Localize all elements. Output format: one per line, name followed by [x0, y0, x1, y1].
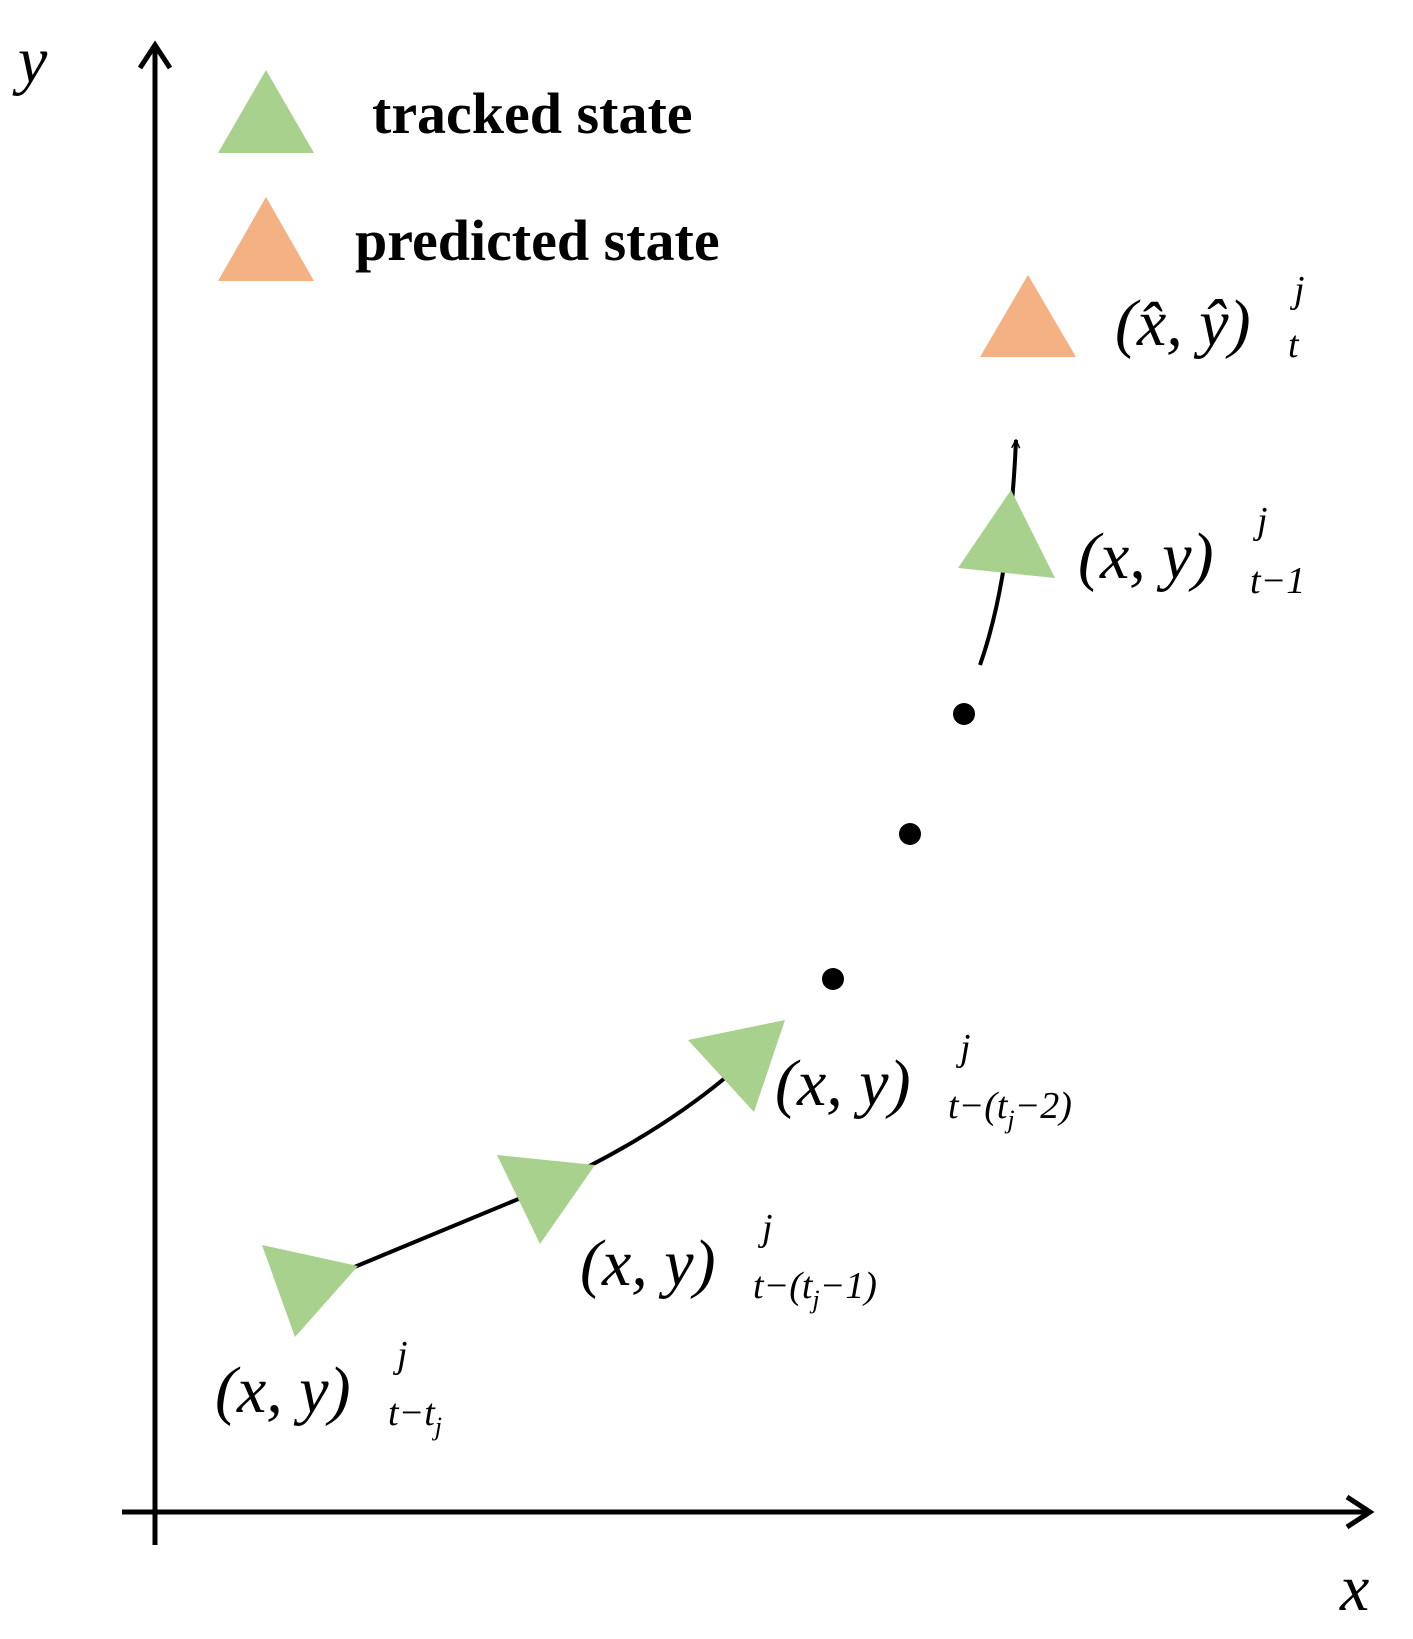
label-base: (x, y): [215, 1354, 351, 1427]
predicted-state-marker: [980, 275, 1076, 357]
label-subscript: t−(tj−1): [753, 1265, 877, 1314]
label-base: (x, y): [580, 1227, 716, 1300]
label-superscript: j: [1252, 500, 1268, 542]
label-state-t-minus-tj: (x, y) j t−tj: [215, 1334, 442, 1441]
tracked-state-marker-t-minus-tj-minus-1: [497, 1155, 595, 1244]
x-axis: [122, 1494, 1375, 1530]
x-axis-arrowhead: [1345, 1494, 1375, 1530]
label-subscript: t−(tj−2): [948, 1085, 1072, 1134]
label-state-t-minus-1: (x, y) j t−1: [1078, 500, 1305, 602]
label-subscript: t: [1288, 324, 1300, 366]
label-superscript: j: [1289, 269, 1305, 311]
tracked-state-marker-t-minus-tj-minus-2: [688, 1020, 785, 1112]
y-axis: [137, 40, 173, 1545]
legend-predicted-marker: [218, 197, 314, 281]
legend-tracked-marker: [218, 70, 314, 153]
label-superscript: j: [955, 1027, 971, 1069]
legend: tracked state predicted state: [218, 70, 720, 281]
y-axis-label: y: [12, 24, 48, 97]
label-superscript: j: [392, 1334, 408, 1376]
ellipsis-dot: [822, 968, 844, 990]
x-axis-label: x: [1339, 1552, 1369, 1625]
label-base: (x, y): [775, 1047, 911, 1120]
ellipsis-dot: [953, 703, 975, 725]
label-state-t-minus-tj-minus-2: (x, y) j t−(tj−2): [775, 1027, 1072, 1134]
label-predicted-state: (x̂, ŷ) j t: [1115, 269, 1305, 366]
legend-predicted-label: predicted state: [355, 208, 720, 273]
tracked-state-marker-t-minus-tj: [262, 1245, 358, 1337]
legend-tracked-label: tracked state: [372, 81, 693, 146]
tracked-state-marker-t-minus-1: [958, 490, 1055, 578]
label-subscript: t−tj: [388, 1392, 442, 1441]
ellipsis-dot: [899, 823, 921, 845]
label-base: (x, y): [1078, 520, 1214, 593]
label-subscript: t−1: [1250, 560, 1305, 602]
y-axis-arrowhead: [137, 40, 173, 70]
label-base: (x̂, ŷ): [1115, 287, 1251, 360]
label-state-t-minus-tj-minus-1: (x, y) j t−(tj−1): [580, 1207, 877, 1314]
label-superscript: j: [757, 1207, 773, 1249]
